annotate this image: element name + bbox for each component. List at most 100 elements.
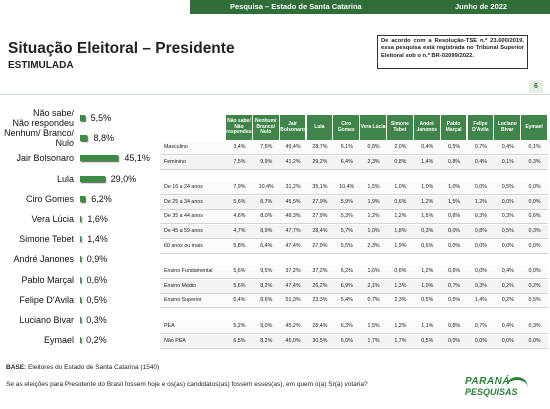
cell: 47,7%: [285, 228, 301, 234]
cell: 0,3%: [421, 228, 434, 234]
cell: 0,3%: [528, 158, 541, 165]
cell: 47,4%: [285, 282, 301, 289]
cell: 0,3%: [474, 213, 487, 220]
cell: 0,0%: [528, 268, 541, 275]
cell: 8,0%: [260, 213, 273, 220]
cell: 0,6%: [448, 268, 461, 275]
cell: 0,7%: [474, 144, 487, 150]
cell: 0,0%: [501, 198, 514, 205]
cell: 0,2%: [501, 282, 514, 289]
base-label: BASE:: [6, 364, 27, 371]
cell: 0,8%: [367, 144, 380, 150]
table-row: De 35 a 44 anos 4,6% 8,0% 48,3% 27,9% 5,3% 1,2…: [160, 210, 548, 225]
cell: 0,5%: [421, 337, 434, 344]
table-row: Ensino Superior 5,4% 8,6% 51,3% 23,3% 5,4% 0,7…: [160, 294, 548, 309]
cell: 45,2%: [285, 323, 301, 329]
cell: 5,4%: [233, 297, 246, 304]
table-row: De 25 a 34 anos 5,6% 8,7% 45,5% 27,9% 5,9% 1,9…: [160, 195, 548, 210]
cell: 0,1%: [528, 144, 541, 150]
cell: 1,0%: [394, 184, 407, 191]
logo-bottom: PESQUISAS: [465, 387, 518, 397]
cell: 0,3%: [474, 282, 487, 289]
cell: 1,6%: [367, 268, 380, 275]
value-label: 8,8%: [93, 133, 114, 144]
cell: 1,7%: [367, 337, 380, 344]
cell: 5,4%: [340, 297, 353, 304]
cell: 31,2%: [285, 184, 301, 191]
cell: 51,3%: [285, 297, 301, 304]
category-label: Lula: [56, 173, 74, 184]
category-label: André Janones: [13, 254, 74, 265]
cell: 9,5%: [260, 268, 273, 275]
column-header: Lula: [306, 115, 334, 140]
cell: 0,2%: [501, 297, 514, 304]
cell: 0,0%: [474, 268, 487, 275]
row-label: Ensino Fundamental: [164, 268, 213, 275]
cell: 2,3%: [367, 158, 380, 165]
title: Situação Eleitoral – Presidente: [8, 40, 235, 57]
cell: 28,7%: [312, 144, 328, 150]
base-text: Eleitores do Estado de Santa Catarina (1…: [28, 364, 160, 371]
row-label: PEA: [164, 323, 175, 329]
cell: 5,7%: [340, 228, 353, 234]
cell: 8,2%: [260, 282, 273, 289]
bar: [80, 216, 82, 222]
cell: 28,4%: [312, 323, 328, 329]
value-label: 0,3%: [86, 315, 107, 325]
cell: 0,4%: [474, 158, 487, 165]
bar: [80, 115, 85, 121]
column-header: Pablo Marçal: [440, 115, 468, 140]
table-row: De 16 a 24 anos 7,9% 10,4% 31,2% 35,1% 10,4% 1…: [160, 181, 548, 196]
cell: 30,5%: [312, 337, 328, 344]
cell: 8,2%: [260, 337, 273, 344]
cell: 10,4%: [258, 184, 274, 191]
cell: 5,3%: [340, 213, 353, 220]
page-number: 6: [529, 80, 543, 93]
cell: 1,4%: [474, 297, 487, 304]
subtitle: ESTIMULADA: [8, 60, 74, 71]
cell: 0,4%: [501, 323, 514, 329]
cell: 27,9%: [312, 242, 328, 249]
cell: 0,5%: [501, 184, 514, 191]
row-label: Não PEA: [164, 337, 186, 344]
cell: 4,6%: [233, 213, 246, 220]
cell: 1,0%: [421, 184, 434, 191]
category-label: Luciano Bivar: [19, 315, 74, 325]
row-label: Feminino: [164, 158, 186, 165]
row-label: De 16 a 24 anos: [164, 184, 203, 191]
column-header: Felipe D'Avila: [467, 115, 495, 140]
category-label: Pablo Marçal: [21, 274, 74, 285]
cell: 37,2%: [285, 268, 301, 275]
cell: 6,4%: [260, 242, 273, 249]
cell: 41,2%: [285, 158, 301, 165]
cell: 1,1%: [421, 323, 434, 329]
cell: 0,5%: [501, 228, 514, 234]
cell: 0,6%: [394, 268, 407, 275]
cell: 3,4%: [233, 144, 246, 150]
cell: 5,9%: [340, 198, 353, 205]
cell: 0,4%: [421, 144, 434, 150]
cell: 0,3%: [528, 228, 541, 234]
cell: 2,3%: [394, 297, 407, 304]
cell: 7,5%: [260, 144, 273, 150]
table-row: De 45 a 59 anos 4,7% 8,9% 47,7% 28,4% 5,7% 1,0…: [160, 225, 548, 239]
cell: 0,5%: [448, 297, 461, 304]
table-row: Não PEA 6,5% 8,2% 45,0% 30,5% 6,0% 1,7% 1,7% 0,5…: [160, 334, 548, 349]
cell: 0,0%: [528, 184, 541, 191]
cell: 0,8%: [448, 323, 461, 329]
cell: 0,8%: [448, 158, 461, 165]
cell: 0,6%: [394, 198, 407, 205]
cell: 47,4%: [285, 242, 301, 249]
cell: 5,2%: [233, 323, 246, 329]
bar: [80, 175, 105, 182]
cell: 0,0%: [528, 242, 541, 249]
cell: 7,5%: [233, 158, 246, 165]
cell: 45,0%: [285, 337, 301, 344]
divider: [0, 94, 550, 95]
category-label: Jair Bolsonaro: [16, 153, 74, 164]
cell: 1,5%: [367, 323, 380, 329]
table-row: 60 anos ou mais 5,8% 6,4% 47,4% 27,9% 5,5% 2,3…: [160, 239, 548, 254]
cell: 6,0%: [340, 337, 353, 344]
cell: 5,6%: [233, 268, 246, 275]
value-label: 45,1%: [124, 153, 150, 164]
